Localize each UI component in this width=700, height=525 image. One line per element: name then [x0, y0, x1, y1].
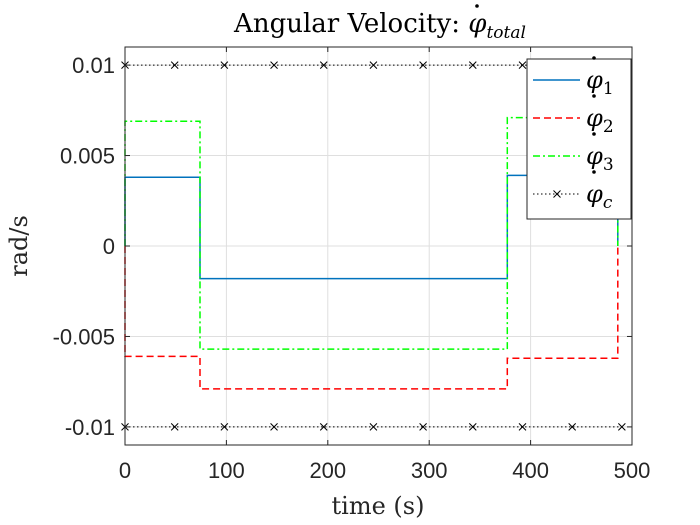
x-marker-stroke [518, 423, 527, 431]
x-marker-stroke [419, 61, 427, 69]
x-tick-label: 400 [512, 458, 549, 483]
chart-title: Angular Velocity: φtotal [233, 9, 526, 43]
legend-label-3: φ3 [586, 142, 614, 175]
title-dot [475, 4, 479, 8]
x-marker-stroke [369, 61, 378, 69]
data-point-marker [419, 61, 427, 69]
legend-marker [553, 190, 561, 198]
x-tick-label: 0 [119, 458, 131, 483]
legend-symbol: φ [586, 66, 603, 94]
legend-label-2: φ2 [586, 104, 614, 137]
legend-box [526, 58, 632, 220]
data-point-marker [170, 423, 179, 431]
y-tick-label: -0.005 [53, 324, 115, 349]
data-point-marker [468, 423, 477, 431]
data-point-marker [369, 61, 378, 69]
data-point-marker [518, 423, 527, 431]
legend-dot [592, 170, 596, 174]
x-marker-stroke [319, 61, 328, 69]
legend-subscript: 2 [603, 117, 614, 137]
x-marker-stroke [170, 423, 179, 431]
x-tick-label: 500 [614, 458, 651, 483]
data-point-marker [270, 61, 278, 69]
legend-label-1: φ1 [586, 66, 614, 99]
x-marker-stroke [618, 423, 626, 431]
x-tick-label: 300 [411, 458, 448, 483]
data-point-marker [319, 423, 328, 431]
legend-subscript: 1 [603, 79, 614, 99]
x-marker-stroke [170, 61, 179, 69]
y-tick-label: 0.005 [60, 144, 115, 169]
data-point-marker [419, 423, 427, 431]
x-marker-stroke [319, 423, 328, 431]
legend-label-c: φc [586, 180, 613, 213]
legend-symbol: φ [586, 180, 603, 208]
title-main: Angular Velocity: [233, 9, 468, 39]
ticks: 0 100 200 300 400 500 -0.01 -0.005 0 0.005 0.01 [53, 47, 651, 483]
x-marker-stroke [220, 423, 229, 431]
legend-symbol: φ [586, 104, 603, 132]
legend-dot [592, 56, 596, 60]
data-point-marker [220, 423, 229, 431]
x-tick-label: 100 [208, 458, 245, 483]
legend-dot [592, 94, 596, 98]
x-marker-stroke [553, 190, 561, 198]
series-line-2 [124, 246, 619, 390]
x-marker-stroke [468, 423, 477, 431]
data-point-marker [170, 61, 179, 69]
x-axis-label: time (s) [332, 492, 425, 520]
x-marker-stroke [468, 61, 477, 69]
legend-subscript: c [603, 193, 613, 213]
title-symbol: φ [468, 9, 487, 39]
y-tick-label: -0.01 [65, 415, 115, 440]
data-point-marker [518, 61, 527, 69]
x-marker-stroke [270, 61, 278, 69]
data-point-marker [468, 61, 477, 69]
x-marker-stroke [369, 423, 378, 431]
x-marker-stroke [518, 61, 527, 69]
data-point-marker [568, 423, 577, 431]
data-point-marker [618, 423, 626, 431]
legend-subscript: 3 [603, 155, 614, 175]
x-marker-stroke [419, 423, 427, 431]
legend-dot [592, 132, 596, 136]
title-subscript: total [486, 23, 525, 43]
data-point-marker [369, 423, 378, 431]
legend-symbol: φ [586, 142, 603, 170]
x-tick-label: 200 [309, 458, 346, 483]
y-tick-label: 0 [103, 234, 115, 259]
data-point-marker [319, 61, 328, 69]
data-point-marker [270, 423, 278, 431]
x-marker-stroke [568, 423, 577, 431]
data-point-marker [220, 61, 229, 69]
x-marker-stroke [270, 423, 278, 431]
x-marker-stroke [220, 61, 229, 69]
series-line-3 [124, 116, 619, 350]
y-tick-label: 0.01 [72, 53, 115, 78]
y-axis-label: rad/s [5, 215, 33, 277]
